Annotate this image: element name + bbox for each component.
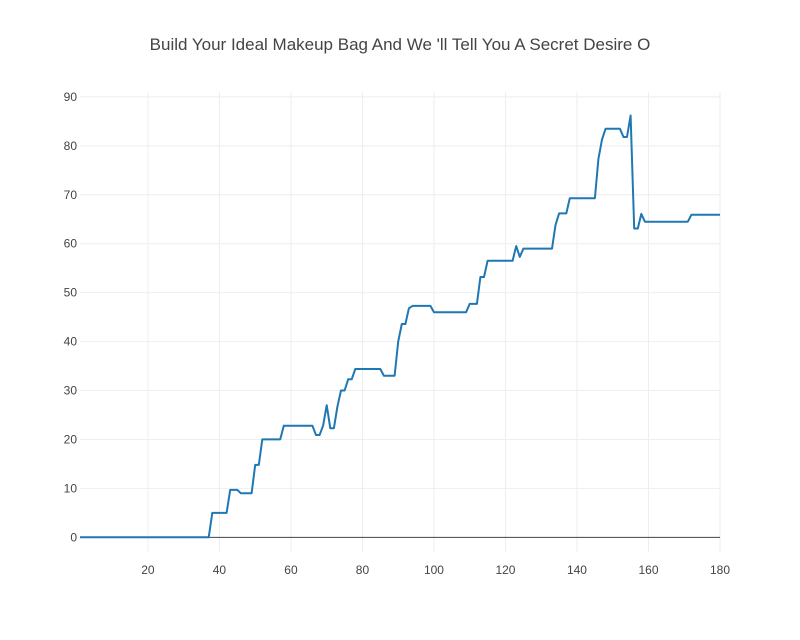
x-tick-label: 160 [638,563,658,577]
x-tick-label: 40 [213,563,227,577]
y-tick-label: 10 [64,481,78,495]
x-tick-label: 180 [710,563,730,577]
chart-title: Build Your Ideal Makeup Bag And We 'll T… [150,35,651,54]
y-tick-label: 80 [64,139,78,153]
x-tick-label: 140 [567,563,587,577]
grid-layer [80,92,721,552]
y-tick-label: 20 [64,432,78,446]
y-tick-label: 60 [64,237,78,251]
x-tick-label: 100 [424,563,444,577]
x-tick-label: 80 [356,563,370,577]
y-tick-label: 70 [64,188,78,202]
y-tick-label: 30 [64,384,78,398]
y-axis-ticks: 0 10 20 30 40 50 60 70 80 90 [64,90,78,544]
y-tick-label: 0 [70,530,77,544]
y-tick-label: 90 [64,90,78,104]
y-tick-label: 40 [64,335,78,349]
x-tick-label: 60 [284,563,298,577]
x-axis-ticks: 20 40 60 80 100 120 140 160 180 [141,563,730,577]
series-line [80,114,720,539]
y-tick-label: 50 [64,286,78,300]
x-tick-label: 20 [141,563,155,577]
x-tick-label: 120 [495,563,515,577]
series-layer [80,114,720,539]
